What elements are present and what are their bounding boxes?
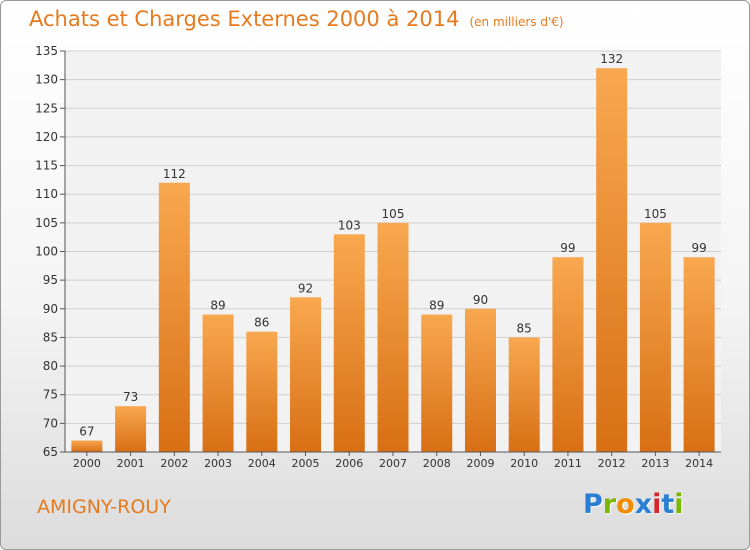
x-tick-label: 2003 bbox=[204, 457, 232, 470]
bar bbox=[290, 297, 322, 452]
data-label: 86 bbox=[254, 316, 269, 330]
data-label: 105 bbox=[644, 207, 667, 221]
y-tick-label: 105 bbox=[35, 216, 58, 230]
x-tick-label: 2009 bbox=[466, 457, 494, 470]
x-tick-label: 2005 bbox=[292, 457, 320, 470]
bar bbox=[464, 308, 496, 452]
y-tick-label: 80 bbox=[43, 359, 58, 373]
x-tick-label: 2008 bbox=[423, 457, 451, 470]
data-label: 67 bbox=[79, 425, 94, 439]
logo-letter: o bbox=[616, 489, 635, 520]
data-label: 85 bbox=[517, 321, 532, 335]
y-tick-label: 65 bbox=[43, 445, 58, 459]
commune-name: AMIGNY-ROUY bbox=[37, 496, 171, 518]
data-label: 89 bbox=[429, 299, 444, 313]
data-label: 132 bbox=[600, 52, 623, 66]
x-tick-label: 2012 bbox=[598, 457, 626, 470]
bar bbox=[158, 182, 190, 452]
data-label: 103 bbox=[338, 218, 361, 232]
x-axis: 2000 2001 2002 2003 2004 2005 2006 2007 2008 2009… bbox=[65, 451, 721, 470]
y-tick-label: 100 bbox=[35, 245, 58, 259]
bar bbox=[596, 68, 628, 452]
bar bbox=[333, 234, 365, 452]
x-tick-label: 2001 bbox=[117, 457, 145, 470]
data-label: 112 bbox=[163, 167, 186, 181]
chart-title-text: Achats et Charges Externes 2000 à 2014 bbox=[29, 7, 460, 31]
bar bbox=[246, 331, 278, 452]
chart-title: Achats et Charges Externes 2000 à 2014 (e… bbox=[29, 7, 564, 31]
data-label: 92 bbox=[298, 281, 313, 295]
logo-letter: i bbox=[652, 489, 662, 520]
data-label: 73 bbox=[123, 390, 138, 404]
y-tick-label: 75 bbox=[43, 388, 58, 402]
bars: 67 73 112 89 86 92 103 105 89 90 85 99 132 105 99 bbox=[71, 52, 715, 452]
x-tick-label: 2007 bbox=[379, 457, 407, 470]
y-tick-label: 120 bbox=[35, 130, 58, 144]
logo-letter: i bbox=[674, 489, 684, 520]
x-tick-label: 2010 bbox=[510, 457, 538, 470]
data-label: 99 bbox=[560, 241, 575, 255]
data-label: 105 bbox=[382, 207, 405, 221]
y-axis: 65 70 75 80 85 90 95 100 105 110 115 120 125 130 135 bbox=[35, 44, 66, 459]
chart-unit: (en milliers d'€) bbox=[469, 15, 564, 29]
data-label: 89 bbox=[210, 299, 225, 313]
y-tick-label: 110 bbox=[35, 187, 58, 201]
bar bbox=[552, 257, 584, 452]
data-label: 90 bbox=[473, 293, 488, 307]
y-tick-label: 115 bbox=[35, 159, 58, 173]
y-tick-label: 90 bbox=[43, 302, 58, 316]
y-tick-label: 85 bbox=[43, 330, 58, 344]
logo-letter: r bbox=[602, 489, 617, 520]
x-tick-label: 2013 bbox=[641, 457, 669, 470]
y-tick-label: 125 bbox=[35, 101, 58, 115]
x-tick-label: 2006 bbox=[335, 457, 363, 470]
y-tick-label: 135 bbox=[35, 44, 58, 58]
x-tick-label: 2004 bbox=[248, 457, 276, 470]
x-tick-label: 2000 bbox=[73, 457, 101, 470]
x-tick-label: 2014 bbox=[685, 457, 713, 470]
data-label: 99 bbox=[691, 241, 706, 255]
bar bbox=[202, 314, 234, 452]
bar bbox=[421, 314, 453, 452]
bar bbox=[508, 337, 540, 452]
logo-letter: x bbox=[634, 489, 653, 520]
bar bbox=[115, 406, 147, 452]
logo-letter: t bbox=[661, 489, 675, 520]
proxiti-logo: Proxiti bbox=[583, 489, 684, 520]
bar bbox=[377, 222, 409, 452]
y-tick-label: 70 bbox=[43, 416, 58, 430]
bar bbox=[639, 222, 671, 452]
bar bbox=[71, 440, 103, 452]
y-tick-label: 95 bbox=[43, 273, 58, 287]
x-tick-label: 2002 bbox=[160, 457, 188, 470]
x-tick-label: 2011 bbox=[554, 457, 582, 470]
logo-letter: P bbox=[583, 489, 603, 520]
y-tick-label: 130 bbox=[35, 73, 58, 87]
bar bbox=[683, 257, 715, 452]
